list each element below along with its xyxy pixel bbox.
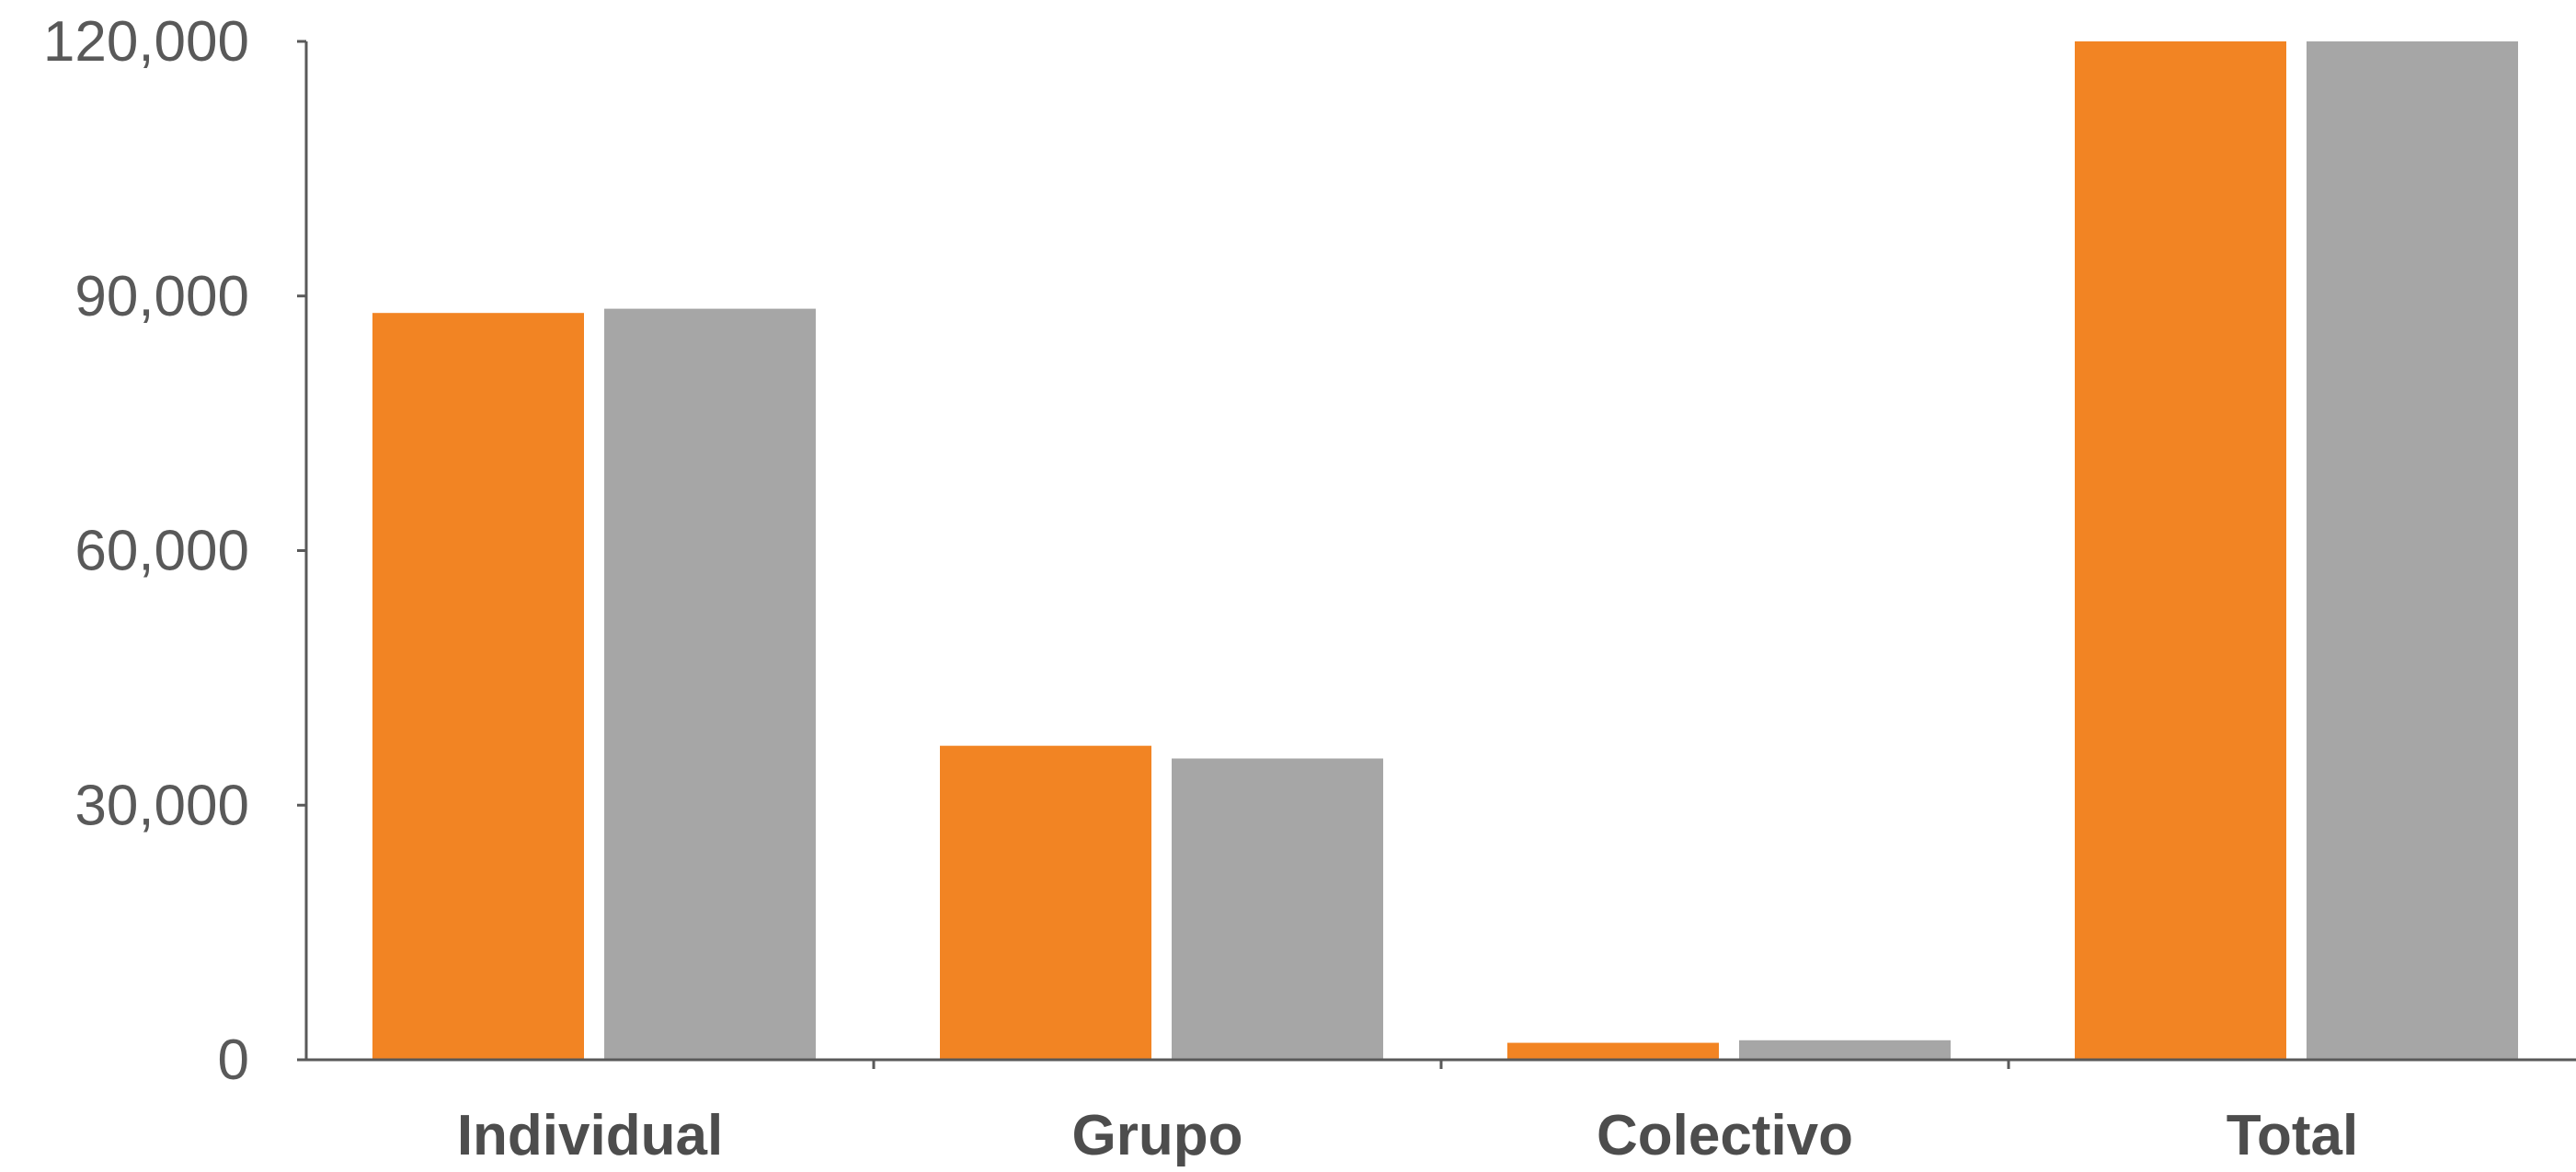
- bar-total-series-2: [2307, 41, 2518, 1060]
- y-tick-label: 120,000: [43, 10, 249, 74]
- y-tick-label: 30,000: [74, 774, 249, 837]
- bars-group: [372, 41, 2518, 1060]
- x-category-label: Total: [2227, 1104, 2359, 1167]
- y-axis-ticks: 0 30,000 60,000 90,000 120,000: [43, 10, 306, 1092]
- bar-total-series-1: [2075, 41, 2286, 1060]
- x-category-label: Grupo: [1072, 1104, 1243, 1167]
- y-tick-label: 90,000: [74, 265, 249, 328]
- y-tick-label: 60,000: [74, 520, 249, 583]
- x-category-label: Individual: [457, 1104, 723, 1167]
- bar-colectivo-series-2: [1739, 1040, 1951, 1060]
- x-axis-ticks: [872, 1060, 2010, 1069]
- bar-grupo-series-2: [1172, 758, 1383, 1060]
- x-category-label: Colectivo: [1597, 1104, 1853, 1167]
- y-tick-label: 0: [218, 1028, 249, 1092]
- x-axis-labels: Individual Grupo Colectivo Total: [457, 1104, 2358, 1167]
- bar-individual-series-2: [604, 308, 816, 1060]
- bar-colectivo-series-1: [1507, 1042, 1719, 1060]
- bar-grupo-series-1: [940, 745, 1151, 1060]
- bar-individual-series-1: [372, 313, 584, 1060]
